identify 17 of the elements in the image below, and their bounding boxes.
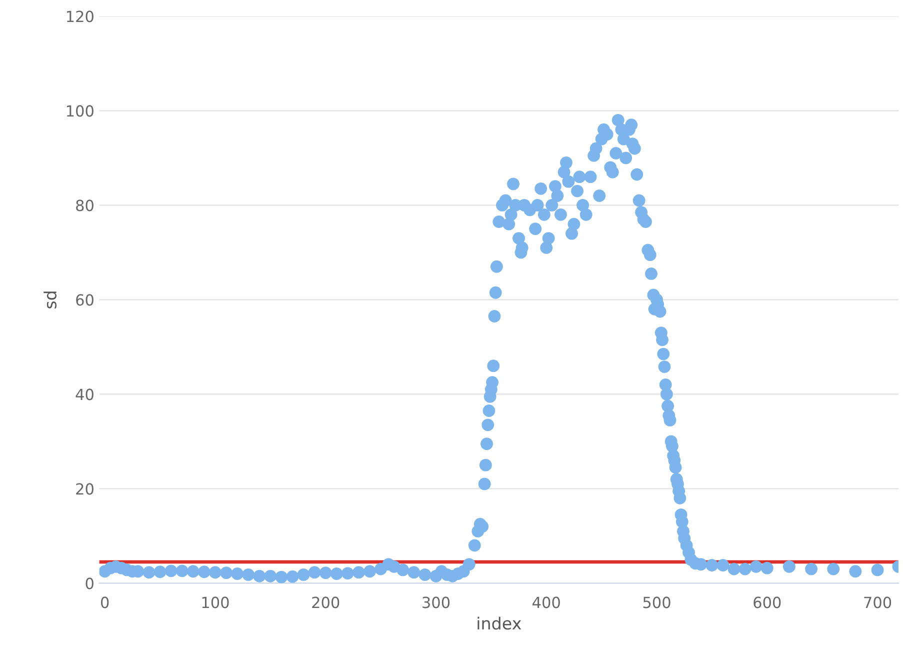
y-tick-label: 40 <box>76 388 94 400</box>
y-tick-label: 120 <box>66 10 94 22</box>
x-tick-label: 200 <box>312 596 340 608</box>
y-tick-label: 20 <box>76 483 94 495</box>
x-tick-label: 100 <box>202 596 229 608</box>
x-tick-label: 500 <box>643 596 670 608</box>
x-tick-label: 300 <box>422 596 450 608</box>
y-tick-label: 80 <box>76 200 94 212</box>
x-tick-label: 0 <box>100 596 109 608</box>
y-axis-title: sd <box>44 292 57 308</box>
x-axis-title: index <box>478 616 522 630</box>
y-tick-label: 100 <box>66 105 94 117</box>
x-tick-label: 700 <box>864 596 892 608</box>
x-tick-label: 600 <box>754 596 781 608</box>
x-tick-label: 400 <box>532 596 560 608</box>
y-tick-label: 60 <box>76 294 94 306</box>
y-tick-label: 0 <box>86 578 94 590</box>
